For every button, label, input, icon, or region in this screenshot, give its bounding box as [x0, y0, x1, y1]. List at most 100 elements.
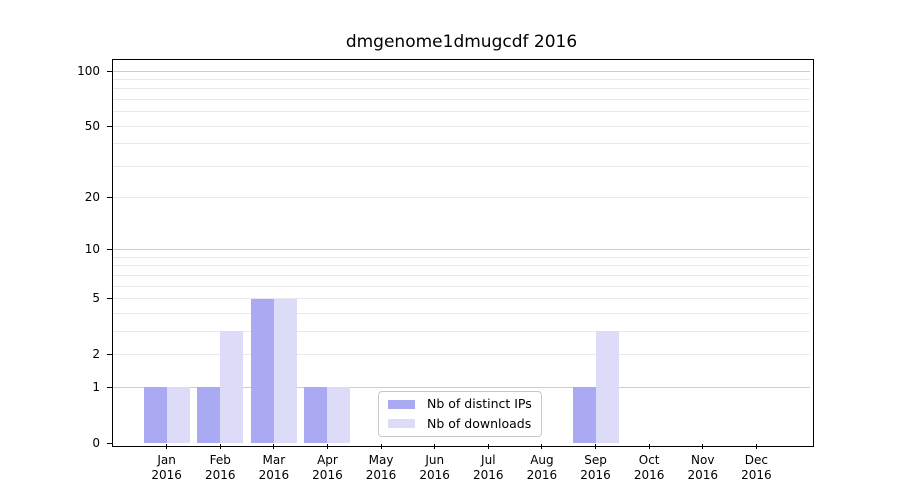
legend-label-distinct-ips: Nb of distinct IPs	[427, 396, 532, 412]
bar-downloads-apr	[327, 387, 351, 443]
gridline-minor	[113, 99, 810, 101]
bar-distinct-ips-sep	[572, 387, 596, 443]
x-tick-label: Sep 2016	[564, 453, 628, 483]
bar-downloads-sep	[595, 331, 619, 443]
x-tick-year: 2016	[633, 468, 665, 482]
gridline-minor	[113, 111, 810, 113]
x-tick-month: Sep	[584, 453, 607, 467]
y-tick-mark	[107, 353, 113, 355]
y-tick-mark	[107, 125, 113, 127]
legend-swatch-distinct-ips	[388, 399, 415, 409]
y-tick-label: 1	[92, 379, 100, 394]
x-tick-label: Jan 2016	[135, 453, 199, 483]
x-tick-label: Nov 2016	[671, 453, 735, 483]
x-tick-mark	[648, 444, 650, 449]
y-tick-label: 2	[92, 346, 100, 361]
bar-distinct-ips-apr	[304, 387, 328, 443]
x-tick-label: Oct 2016	[617, 453, 681, 483]
y-tick-mark	[107, 298, 113, 300]
x-tick-year: 2016	[258, 468, 290, 482]
x-tick-mark	[166, 444, 168, 449]
x-tick-mark	[219, 444, 221, 449]
x-tick-year: 2016	[473, 468, 504, 482]
y-tick-mark	[107, 70, 113, 72]
x-tick-year: 2016	[204, 468, 236, 482]
gridline-minor	[113, 79, 810, 81]
x-tick-mark	[702, 444, 704, 449]
x-tick-label: May 2016	[349, 453, 413, 483]
y-tick-mark	[107, 442, 113, 444]
x-tick-mark	[541, 444, 543, 449]
x-tick-year: 2016	[419, 468, 450, 482]
x-tick-year: 2016	[365, 468, 397, 482]
gridline-minor	[113, 165, 810, 167]
bar-downloads-mar	[273, 298, 297, 443]
x-tick-year: 2016	[526, 468, 558, 482]
bar-distinct-ips-jan	[143, 387, 167, 443]
x-tick-month: May	[368, 453, 394, 467]
x-tick-month: Jun	[425, 453, 445, 467]
x-tick-month: Nov	[691, 453, 715, 467]
gridline-major	[113, 70, 810, 72]
bar-downloads-feb	[220, 331, 244, 443]
gridline-minor	[113, 256, 810, 258]
legend: Nb of distinct IPs Nb of downloads	[378, 391, 542, 437]
gridline-minor	[113, 88, 810, 90]
y-tick-mark	[107, 249, 113, 251]
legend-entry-distinct-ips: Nb of distinct IPs	[388, 397, 541, 411]
bar-distinct-ips-mar	[250, 298, 274, 443]
gridline-minor	[113, 143, 810, 145]
gridline-minor	[113, 197, 810, 199]
chart-title: dmgenome1dmugcdf 2016	[345, 32, 578, 52]
gridline-minor	[113, 274, 810, 276]
x-tick-mark	[595, 444, 597, 449]
x-tick-label: Apr 2016	[295, 453, 359, 483]
x-tick-mark	[273, 444, 275, 449]
x-tick-month: Feb	[209, 453, 231, 467]
gridline-minor	[113, 125, 810, 127]
y-tick-mark	[107, 197, 113, 199]
x-tick-month: Apr	[317, 453, 338, 467]
x-tick-label: Feb 2016	[188, 453, 252, 483]
x-tick-month: Jul	[481, 453, 496, 467]
gridline-minor	[113, 353, 810, 355]
x-tick-year: 2016	[151, 468, 182, 482]
legend-label-downloads: Nb of downloads	[427, 415, 532, 431]
x-tick-month: Oct	[638, 453, 660, 467]
y-tick-label: 50	[84, 118, 100, 133]
gridline-major	[113, 249, 810, 251]
x-tick-label: Jul 2016	[456, 453, 520, 483]
x-tick-year: 2016	[580, 468, 611, 482]
x-tick-mark	[755, 444, 757, 449]
y-tick-label: 20	[84, 190, 100, 205]
gridline-minor	[113, 298, 810, 300]
x-tick-mark	[380, 444, 382, 449]
x-tick-label: Aug 2016	[510, 453, 574, 483]
gridline-minor	[113, 312, 810, 314]
y-tick-label: 100	[77, 63, 100, 78]
x-tick-mark	[326, 444, 328, 449]
x-tick-month: Dec	[744, 453, 768, 467]
y-tick-label: 5	[92, 291, 100, 306]
y-tick-mark	[107, 386, 113, 388]
gridline-minor	[113, 265, 810, 267]
gridline-minor	[113, 285, 810, 287]
x-tick-year: 2016	[741, 468, 772, 482]
y-tick-label: 10	[84, 242, 100, 257]
x-tick-month: Aug	[530, 453, 554, 467]
bar-downloads-jan	[166, 387, 190, 443]
x-tick-mark	[434, 444, 436, 449]
x-tick-mark	[487, 444, 489, 449]
x-tick-label: Dec 2016	[724, 453, 788, 483]
x-tick-year: 2016	[312, 468, 343, 482]
legend-swatch-downloads	[388, 419, 415, 429]
x-tick-label: Jun 2016	[403, 453, 467, 483]
x-tick-month: Jan	[157, 453, 176, 467]
legend-entry-downloads: Nb of downloads	[388, 415, 541, 431]
gridline-major	[113, 386, 810, 388]
bar-distinct-ips-feb	[197, 387, 221, 443]
y-tick-label: 0	[92, 435, 100, 450]
x-tick-label: Mar 2016	[242, 453, 306, 483]
x-tick-year: 2016	[687, 468, 719, 482]
